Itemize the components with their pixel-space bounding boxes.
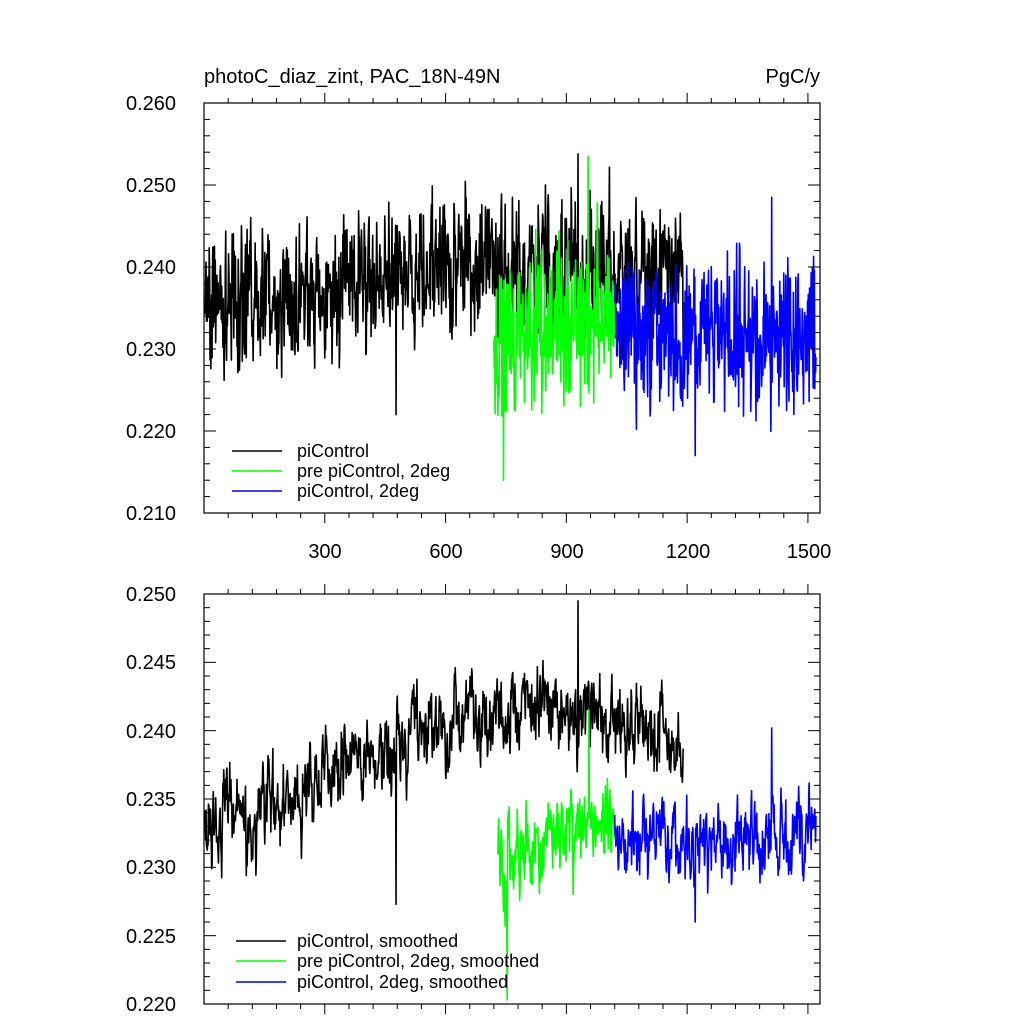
series-line-pre-picontrol-2deg-smoothed [497,709,616,1001]
x-tick-label: 600 [429,541,462,563]
series-line-picontrol-2deg-smoothed [613,727,817,923]
y-tick-label: 0.220 [126,994,176,1016]
legend-label: pre piControl, 2deg, smoothed [297,951,539,971]
legend-label: pre piControl, 2deg [297,461,450,481]
top-panel-frame [203,102,821,514]
x-tick-label: 300 [308,541,341,563]
y-tick-label: 0.245 [126,652,176,674]
top-panel-units: PgC/y [766,66,820,88]
y-tick-label: 0.260 [126,93,176,115]
series-line-picontrol-2deg [613,196,817,457]
series-line-picontrol [203,153,684,416]
top-panel-legend: piControl pre piControl, 2deg piControl,… [232,441,450,501]
y-tick-label: 0.210 [126,503,176,525]
bottom-panel-y-tick-labels: 0.250 0.245 0.240 0.235 0.230 0.225 0.22… [126,584,176,1016]
series-line-picontrol-smoothed [203,600,684,906]
x-tick-label: 1200 [666,541,711,563]
y-tick-label: 0.250 [126,175,176,197]
top-panel-ticks [204,93,820,523]
top-panel: photoC_diaz_zint, PAC_18N-49N PgC/y 0.26… [126,66,831,563]
x-tick-label: 900 [550,541,583,563]
y-tick-label: 0.240 [126,257,176,279]
y-tick-label: 0.240 [126,721,176,743]
top-panel-title: photoC_diaz_zint, PAC_18N-49N [204,66,500,88]
bottom-panel-series [203,600,817,1001]
top-panel-y-tick-labels: 0.260 0.250 0.240 0.230 0.220 0.210 [126,93,176,525]
y-tick-label: 0.225 [126,926,176,948]
legend-label: piControl, 2deg, smoothed [297,972,508,992]
y-tick-label: 0.250 [126,584,176,606]
top-panel-x-tick-labels: 300 600 900 1200 1500 [308,541,831,563]
legend-label: piControl, smoothed [297,931,458,951]
legend-label: piControl, 2deg [297,481,419,501]
bottom-panel-legend: piControl, smoothed pre piControl, 2deg,… [236,931,539,992]
y-tick-label: 0.235 [126,789,176,811]
y-tick-label: 0.220 [126,421,176,443]
x-tick-label: 1500 [787,541,832,563]
bottom-panel-ticks [204,584,820,1014]
y-tick-label: 0.230 [126,857,176,879]
legend-label: piControl [297,441,369,461]
top-panel-series [203,153,817,481]
y-tick-label: 0.230 [126,339,176,361]
bottom-panel: 0.250 0.245 0.240 0.235 0.230 0.225 0.22… [126,584,821,1016]
series-line-pre-picontrol-2deg [493,155,616,481]
